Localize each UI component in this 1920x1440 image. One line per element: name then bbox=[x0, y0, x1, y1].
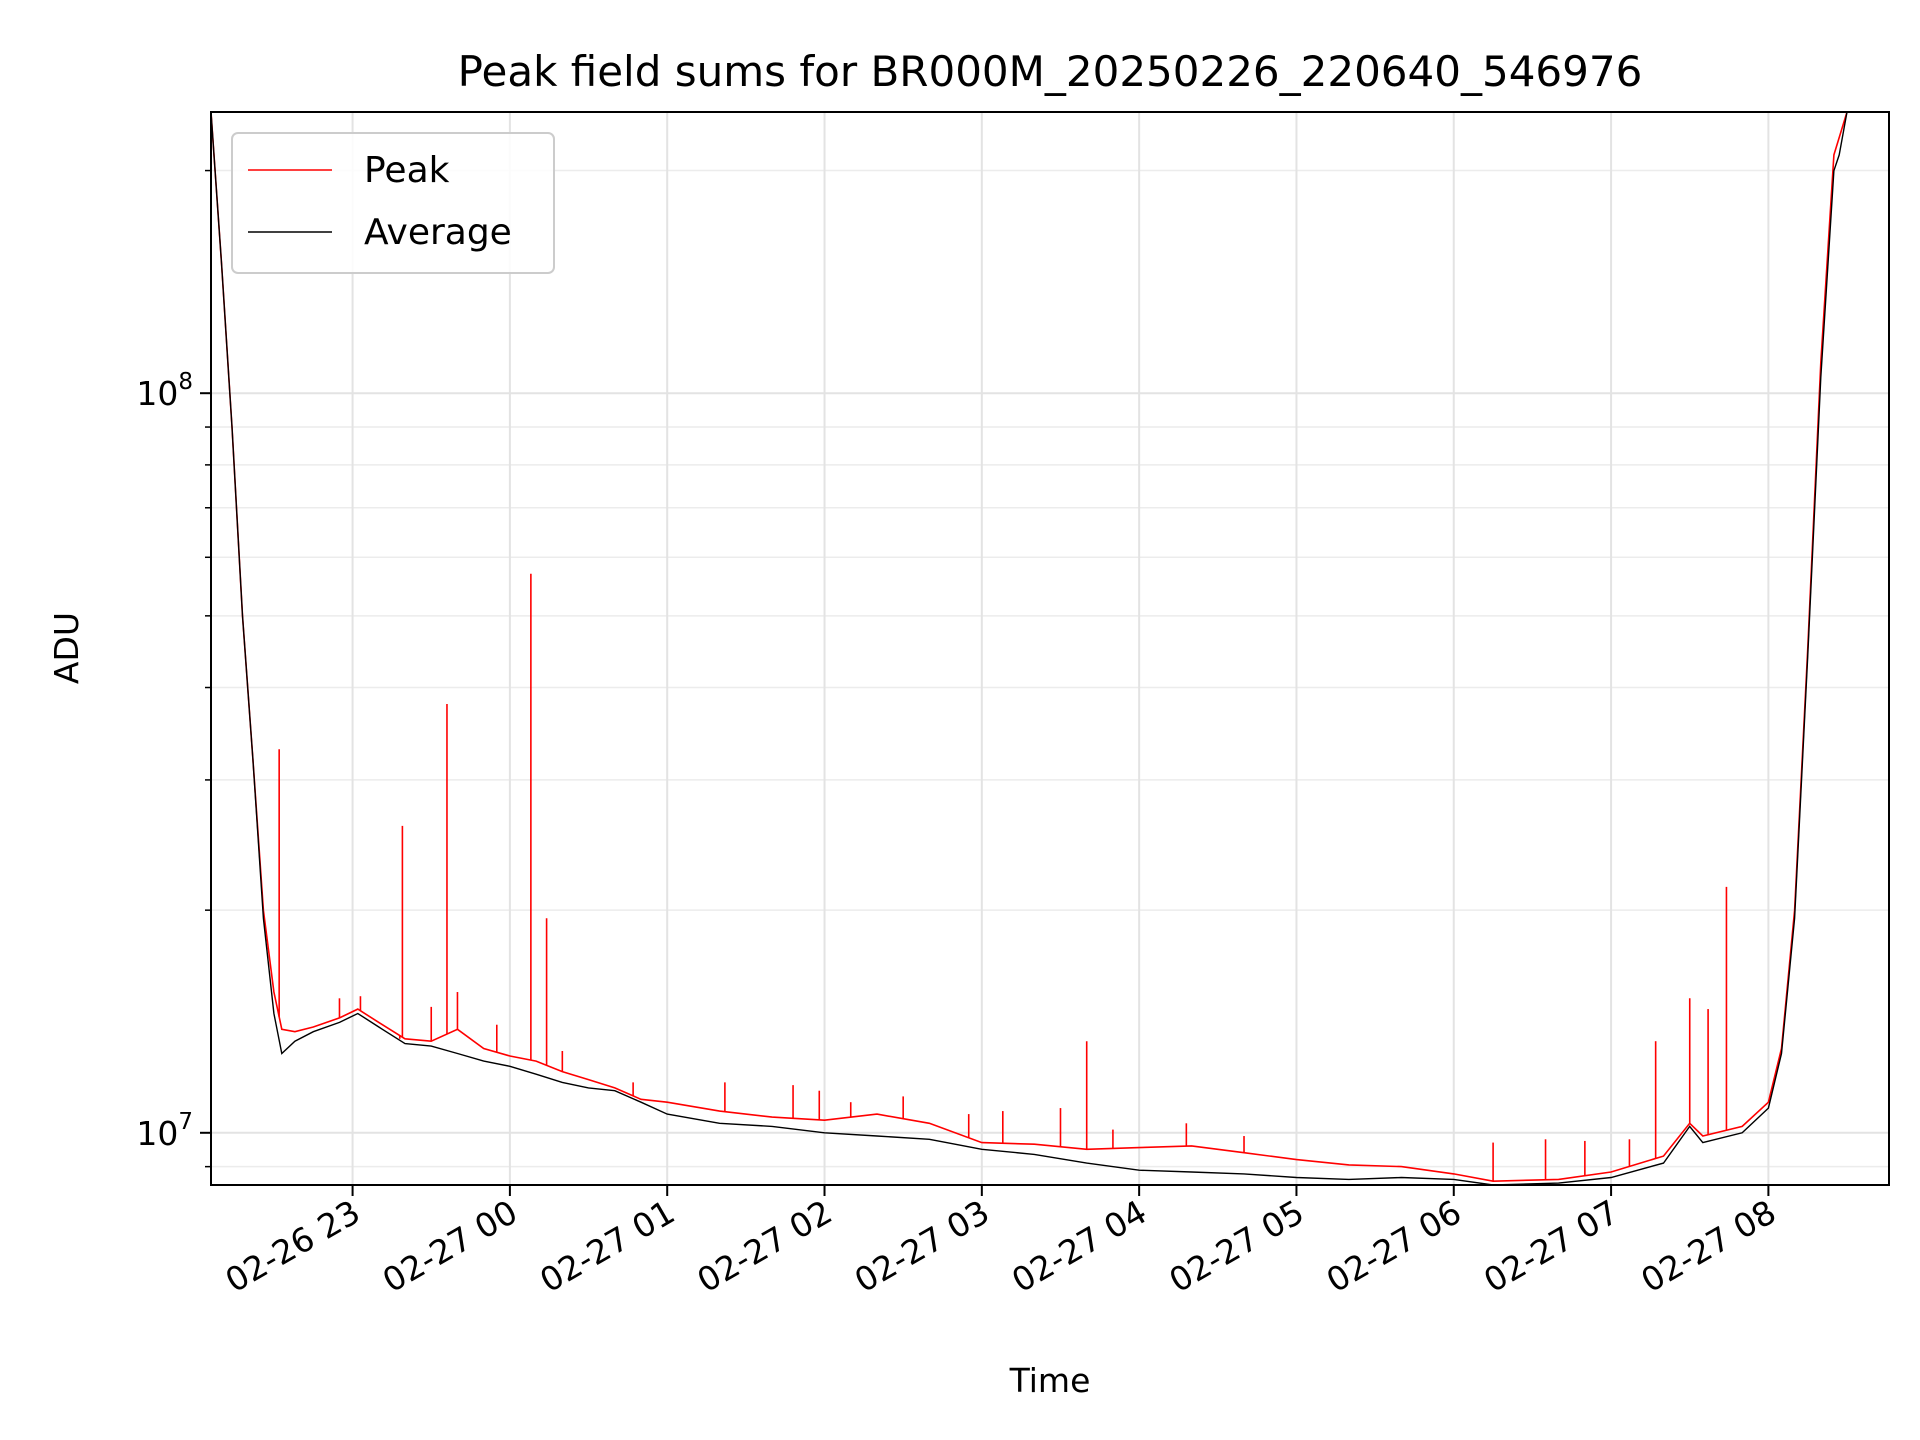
plot-frame bbox=[210, 111, 1890, 1186]
legend: Peak Average bbox=[231, 132, 555, 274]
y-tick-label: 108 bbox=[136, 369, 193, 413]
series-line-peak bbox=[211, 112, 1848, 1183]
y-tick-label: 107 bbox=[136, 1109, 193, 1153]
series-average bbox=[211, 112, 1848, 1185]
grid bbox=[211, 112, 1889, 1185]
legend-label-peak: Peak bbox=[364, 150, 450, 191]
legend-box bbox=[231, 132, 555, 274]
y-axis-label: ADU bbox=[47, 612, 86, 684]
series-layer bbox=[211, 112, 1848, 1185]
chart-title: Peak field sums for BR000M_20250226_2206… bbox=[458, 47, 1643, 96]
legend-label-average: Average bbox=[364, 212, 512, 253]
x-axis-label: Time bbox=[1009, 1361, 1091, 1400]
y-axis: 107 108 bbox=[136, 169, 211, 1168]
series-line-average bbox=[211, 112, 1848, 1185]
series-peak bbox=[211, 112, 1848, 1183]
